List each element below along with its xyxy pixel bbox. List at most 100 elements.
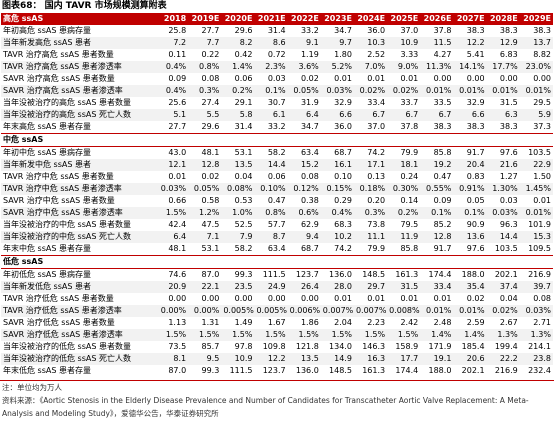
cell: 68.7	[300, 244, 319, 253]
cell: 12.1	[155, 159, 189, 171]
cell: 136.0	[295, 366, 319, 375]
cell: 97.8	[234, 342, 253, 351]
cell: 1.27	[499, 172, 518, 181]
cell: 136.0	[329, 270, 352, 279]
cell: 2.52	[367, 50, 386, 59]
cell: 7.9	[221, 231, 255, 243]
cell: 7.1	[188, 231, 222, 243]
cell: 32.9	[466, 98, 485, 107]
cell: 0.03%	[486, 207, 520, 219]
row-label: 当年没被治疗的低危 ssAS 患者数量	[3, 342, 131, 351]
row-label: SAVR 治疗中危 ssAS 患者渗透率	[1, 207, 155, 219]
cell: 97.6	[466, 244, 485, 253]
cell: 148.5	[362, 270, 386, 279]
cell: 1.31	[201, 318, 220, 327]
data-row: 当年新发高危 ssAS 患者 7.2 7.7 8.2 8.6 9.1 9.7 10.3 10.9…	[1, 37, 553, 49]
cell: 37.8	[400, 122, 419, 131]
cell: 0.008%	[387, 305, 421, 317]
row-label: 当年没被治疗的中危 ssAS 死亡人数	[1, 231, 155, 243]
cell: 7.0%	[353, 61, 388, 73]
cell: 0.00	[533, 74, 551, 83]
cell: 99.3	[234, 270, 253, 279]
cell: 53.1	[201, 244, 220, 253]
cell: 0.83	[466, 172, 485, 181]
cell: 0.00	[201, 294, 220, 303]
data-row: TAVR 治疗低危 ssAS 患者渗透率 0.00% 0.00% 0.005% 0.00…	[1, 305, 553, 317]
cell: 1.86	[300, 318, 319, 327]
cell: 99.3	[201, 366, 220, 375]
cell: 16.1	[320, 159, 354, 171]
cell: 0.00	[433, 74, 452, 83]
cell: 13.5	[221, 159, 255, 171]
column-header: 2029E	[519, 13, 553, 25]
row-label: 当年新发中危 ssAS 患者	[1, 159, 155, 171]
cell: 73.5	[168, 342, 187, 351]
cell: 0.42	[234, 50, 253, 59]
cell: 103.5	[494, 244, 518, 253]
column-header: 2020E	[221, 13, 255, 25]
cell: 19.1	[420, 353, 454, 365]
row-label: 当年没被治疗的中危 ssAS 患者数量	[3, 220, 131, 229]
data-row: SAVR 治疗低危 ssAS 患者数量 1.13 1.31 1.49 1.67 1.86 2…	[1, 317, 553, 329]
cell: 146.3	[362, 342, 386, 351]
cell: 10.2	[320, 231, 354, 243]
row-label: 当年没被治疗的高危 ssAS 死亡人数	[1, 109, 155, 121]
cell: 15.2	[287, 159, 321, 171]
data-row: TAVR 治疗中危 ssAS 患者数量 0.01 0.02 0.04 0.06 0.08 0…	[1, 171, 553, 183]
cell: 0.01	[334, 294, 352, 303]
cell: 1.3%	[486, 329, 520, 341]
note: 注：单位均为万人	[2, 383, 62, 392]
cell: 202.1	[494, 270, 518, 279]
cell: 134.0	[329, 342, 352, 351]
cell: 23.5	[221, 281, 255, 293]
cell: 0.01%	[486, 85, 520, 97]
cell: 0.05%	[188, 183, 222, 195]
cell: 13.6	[453, 231, 487, 243]
cell: 0.01%	[420, 305, 454, 317]
cell: 33.5	[433, 98, 452, 107]
cell: 0.05%	[287, 85, 321, 97]
cell: 0.00	[466, 74, 485, 83]
cell: 2.04	[334, 318, 352, 327]
cell: 0.1%	[453, 207, 487, 219]
cell: 0.01%	[453, 85, 487, 97]
cell: 0.06	[267, 172, 286, 181]
cell: 14.9	[320, 353, 354, 365]
cell: 0.03%	[519, 305, 553, 317]
cell: 97.6	[499, 148, 518, 157]
cell: 0.00	[300, 294, 319, 303]
cell: 13.5	[287, 353, 321, 365]
cell: 85.8	[433, 148, 452, 157]
cell: 0.03	[267, 74, 286, 83]
cell: 0.02%	[486, 305, 520, 317]
cell: 27.7	[201, 26, 220, 35]
cell: 12.8	[188, 159, 222, 171]
cell: 216.9	[494, 366, 518, 375]
cell: 9.7	[320, 37, 354, 49]
cell: 0.05	[466, 196, 485, 205]
cell: 0.01	[533, 196, 551, 205]
data-row: 当年没被治疗的高危 ssAS 死亡人数 5.1 5.5 5.8 6.1 6.4 6.6 6.7…	[1, 109, 553, 121]
cell: 42.4	[168, 220, 187, 229]
cell: 38.3	[533, 26, 551, 35]
cell: 1.67	[267, 318, 286, 327]
cell: 0.01	[168, 172, 187, 181]
cell: 1.30%	[486, 183, 520, 195]
cell: 0.06	[234, 74, 253, 83]
cell: 0.58	[201, 196, 220, 205]
cell: 0.1%	[420, 207, 454, 219]
cell: 0.4%	[155, 85, 189, 97]
cell: 2.42	[400, 318, 419, 327]
cell: 0.04	[499, 294, 518, 303]
section-fill	[155, 255, 553, 269]
cell: 111.5	[262, 270, 286, 279]
column-header: 2022E	[287, 13, 321, 25]
data-row: TAVR 治疗低危 ssAS 患者数量 0.00 0.00 0.00 0.00 0.00 0…	[1, 293, 553, 305]
cell: 188.0	[461, 270, 485, 279]
cell: 1.5%	[387, 329, 421, 341]
cell: 31.5	[499, 98, 518, 107]
cell: 58.2	[234, 244, 253, 253]
cell: 63.4	[300, 148, 319, 157]
cell: 36.0	[367, 26, 386, 35]
cell: 25.8	[168, 26, 187, 35]
